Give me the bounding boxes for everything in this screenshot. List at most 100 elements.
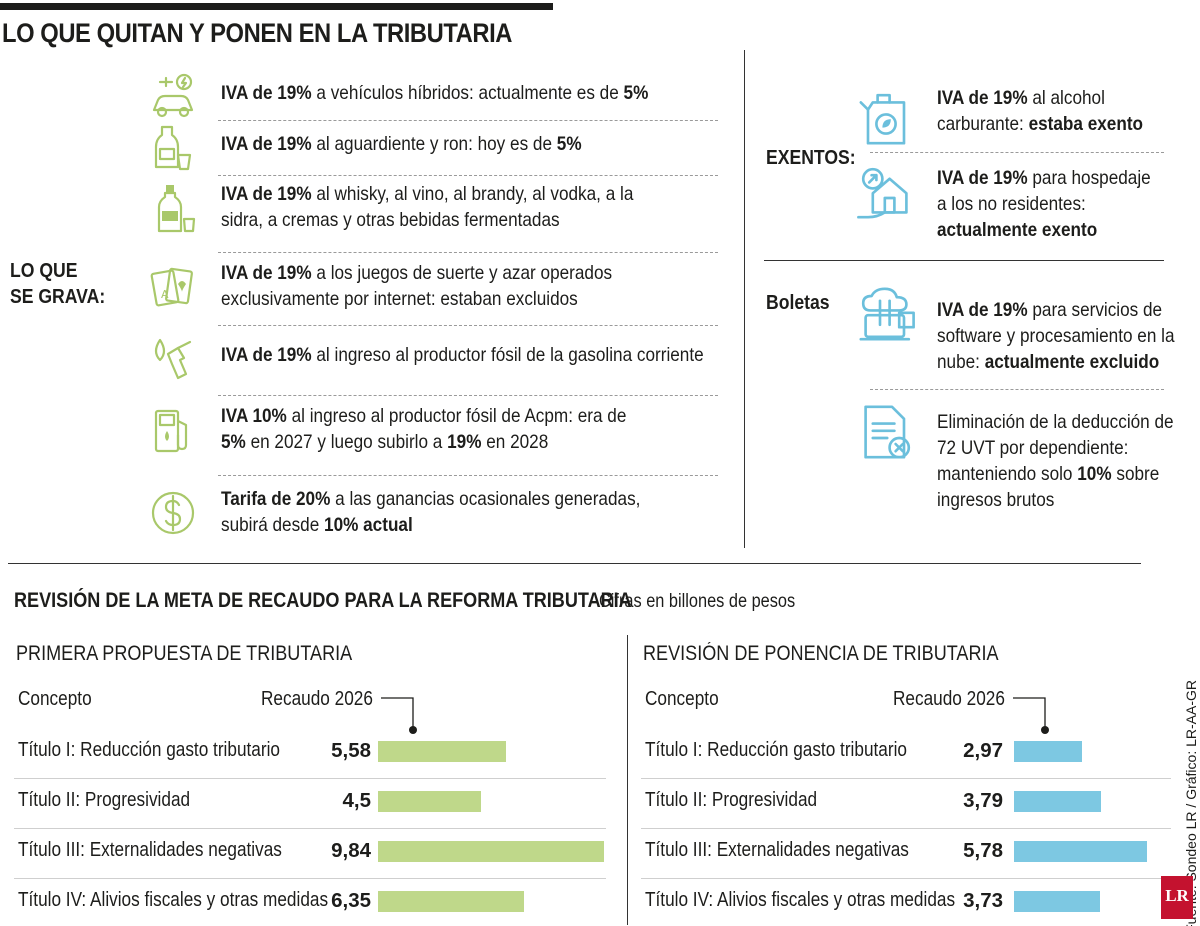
value-label: 3,73 (963, 889, 1003, 912)
svg-text:A: A (161, 288, 169, 301)
playing-cards-icon: A (150, 267, 193, 307)
taxed-item-text: IVA de 19% al whisky, al vino, al brandy… (221, 183, 634, 231)
taxed-item-icon-wrap (148, 183, 198, 233)
category-label: Título IV: Alivios fiscales y otras medi… (645, 889, 956, 911)
house-hand-icon (857, 167, 908, 219)
bar (1014, 791, 1102, 812)
taxed-item-icon-wrap (148, 334, 198, 384)
label-line: SE GRAVA: (10, 286, 106, 308)
boletas-label: Boletas (766, 292, 830, 314)
chart-row: Título III: Externalidades negativas 5,78 (641, 827, 1171, 877)
taxed-item-text: Tarifa de 20% a las ganancias ocasionale… (221, 488, 641, 536)
row-separator (641, 828, 1171, 829)
chart-title: REVISIÓN DE PONENCIA DE TRIBUTARIA (643, 642, 999, 665)
chart-title: PRIMERA PROPUESTA DE TRIBUTARIA (16, 642, 353, 665)
bar (378, 841, 604, 862)
row-separator (218, 252, 718, 253)
exempt-item-text: IVA de 19% para hospedaje a los no reside… (937, 167, 1151, 241)
taxed-item-icon-wrap (148, 405, 198, 455)
category-label: Título II: Progresividad (18, 789, 191, 811)
dollar-coin-icon (151, 491, 195, 535)
right-divider (764, 260, 1164, 261)
category-label: Título III: Externalidades negativas (18, 839, 282, 861)
header-pointer (1013, 697, 1049, 734)
exempt-item-text: IVA de 19% al alcohol carburante: estaba … (937, 87, 1144, 135)
lr-logo: LR (1161, 876, 1193, 919)
hybrid-car-icon (152, 73, 194, 118)
bar (1014, 841, 1147, 862)
row-separator (218, 325, 718, 326)
label-line: LO QUE (10, 260, 78, 282)
chart-row: Título IV: Alivios fiscales y otras medi… (641, 877, 1171, 926)
bar (1014, 891, 1100, 912)
value-label: 5,58 (331, 739, 371, 762)
page-title: LO QUE QUITAN Y PONEN EN LA TRIBUTARIA (2, 18, 512, 48)
header-pointer (381, 697, 417, 734)
row-separator (218, 395, 718, 396)
column-header-concept: Concepto (645, 688, 719, 710)
taxed-item-text: IVA de 19% a vehículos híbridos: actualm… (221, 82, 649, 104)
exempt-item-text: Eliminación de la deducción de 72 UVT por… (937, 411, 1174, 511)
bar (378, 791, 482, 812)
column-divider (744, 50, 745, 548)
bar (378, 741, 507, 762)
value-label: 6,35 (331, 889, 371, 912)
category-label: Título III: Externalidades negativas (645, 839, 909, 861)
chart-row: Título II: Progresividad 4,5 (14, 777, 606, 827)
bar (378, 891, 524, 912)
bottle-glass-icon (154, 125, 192, 171)
exentos-label: EXENTOS: (766, 147, 856, 169)
taxed-item-icon-wrap (148, 72, 198, 122)
value-label: 9,84 (331, 839, 371, 862)
row-separator (870, 152, 1164, 153)
bar (1014, 741, 1083, 762)
column-header-value: Recaudo 2026 (893, 688, 1005, 710)
chart-row: Título II: Progresividad 3,79 (641, 777, 1171, 827)
taxed-item-text: IVA de 19% al ingreso al productor fósil… (221, 344, 704, 366)
chart-row: Título I: Reducción gasto tributario 2,97 (641, 727, 1171, 777)
row-separator (14, 828, 606, 829)
document-cancel-icon (864, 405, 911, 459)
exempt-item-icon-wrap (856, 402, 916, 467)
section-divider (8, 563, 1141, 564)
value-label: 3,79 (963, 789, 1003, 812)
chart-row: Título IV: Alivios fiscales y otras medi… (14, 877, 606, 926)
value-label: 4,5 (342, 789, 372, 812)
row-separator (870, 389, 1164, 390)
section-label-grava: LO QUE SE GRAVA: (10, 258, 105, 310)
taxed-item-text: IVA de 19% a los juegos de suerte y azar… (221, 262, 613, 310)
row-separator (641, 878, 1171, 879)
row-separator (218, 475, 718, 476)
column-header-concept: Concepto (18, 688, 92, 710)
taxed-item-icon-wrap: A (148, 262, 198, 312)
row-separator (218, 175, 718, 176)
value-label: 5,78 (963, 839, 1003, 862)
jerrycan-leaf-icon (859, 93, 906, 145)
taxed-item-text: IVA de 19% al aguardiente y ron: hoy es … (221, 133, 582, 155)
exempt-item-icon-wrap (856, 284, 916, 349)
value-label: 2,97 (963, 739, 1003, 762)
chart-divider (627, 635, 628, 925)
category-label: Título II: Progresividad (645, 789, 818, 811)
column-header-value: Recaudo 2026 (261, 688, 373, 710)
whisky-bottle-icon (157, 185, 196, 233)
row-separator (218, 120, 718, 121)
category-label: Título I: Reducción gasto tributario (18, 739, 280, 761)
row-separator (641, 778, 1171, 779)
units-note: Cifras en billones de pesos (599, 591, 796, 612)
chart-row: Título I: Reducción gasto tributario 5,58 (14, 727, 606, 777)
row-separator (14, 778, 606, 779)
chart-row: Título III: Externalidades negativas 9,84 (14, 827, 606, 877)
cloud-computer-icon (859, 287, 915, 341)
category-label: Título I: Reducción gasto tributario (645, 739, 907, 761)
top-rule (0, 3, 553, 10)
taxed-item-icon-wrap (148, 488, 198, 538)
exempt-item-text: IVA de 19% para servicios de software y p… (937, 299, 1175, 373)
exempt-item-icon-wrap (856, 162, 916, 227)
chart-section-title: REVISIÓN DE LA META DE RECAUDO PARA LA R… (14, 589, 632, 612)
taxed-item-text: IVA 10% al ingreso al productor fósil de… (221, 405, 627, 453)
fuel-nozzle-icon (154, 338, 192, 380)
category-label: Título IV: Alivios fiscales y otras medi… (18, 889, 329, 911)
taxed-item-icon-wrap (148, 123, 198, 173)
exempt-item-icon-wrap (856, 88, 916, 153)
